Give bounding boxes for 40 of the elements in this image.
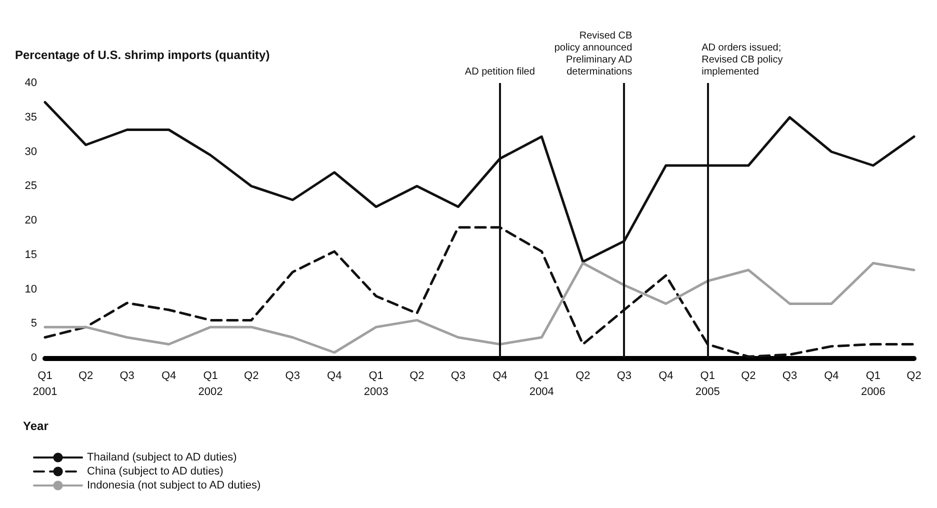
x-tick-label: Q4	[327, 370, 342, 382]
x-tick-label: Q3	[616, 370, 632, 382]
y-tick-label: 25	[24, 180, 37, 192]
x-tick-label: Q1 2006	[860, 370, 886, 398]
legend-label: Thailand (subject to AD duties)	[87, 452, 237, 464]
x-tick-label: Q2	[244, 370, 259, 382]
x-tick-label: Q2	[906, 370, 922, 382]
y-tick-label: 40	[24, 77, 37, 89]
line-series	[44, 262, 916, 354]
legend-label: China (subject to AD duties)	[87, 466, 224, 478]
x-tick-label: Q2	[576, 370, 590, 382]
y-tick-label: 5	[30, 318, 37, 330]
x-tick-label: Q1 2004	[529, 370, 554, 398]
y-tick-label: 30	[24, 146, 37, 158]
x-tick-label: Q2	[410, 370, 424, 382]
x-tick-label: Q2	[78, 370, 94, 382]
x-tick-label: Q4	[492, 370, 508, 382]
x-axis-title: Year	[23, 419, 49, 433]
x-tick-label: Q1 2002	[198, 370, 223, 398]
x-tick-label: Q4	[161, 370, 176, 382]
x-tick-label: Q3	[450, 370, 466, 382]
y-tick-label: 35	[24, 111, 37, 124]
x-tick-label: Q3	[285, 370, 300, 382]
x-tick-label: Q4	[824, 370, 839, 382]
y-axis-title: Percentage of U.S. shrimp imports (quantity)	[15, 48, 270, 62]
y-tick-label: 10	[24, 283, 37, 296]
x-tick-label: Q1 2003	[364, 370, 388, 398]
x-tick-label: Q3	[782, 370, 798, 382]
ref-line-label: AD orders issued; Revised CB policy implemented	[702, 42, 783, 78]
x-tick-label: Q1 2001	[32, 370, 58, 398]
x-tick-label: Q1 2005	[695, 370, 720, 398]
y-tick-label: 20	[24, 214, 37, 226]
x-tick-label: Q4	[658, 370, 674, 382]
y-tick-label: 0	[30, 352, 37, 364]
legend-label: Indonesia (not subject to AD duties)	[87, 480, 261, 492]
ref-line-label: AD petition filed	[464, 66, 535, 78]
ref-line-label: Revised CB policy announced Preliminary AD determinations	[554, 30, 632, 78]
y-tick-label: 15	[24, 248, 37, 261]
x-tick-label: Q3	[120, 370, 134, 382]
x-tick-label: Q2	[741, 370, 756, 382]
